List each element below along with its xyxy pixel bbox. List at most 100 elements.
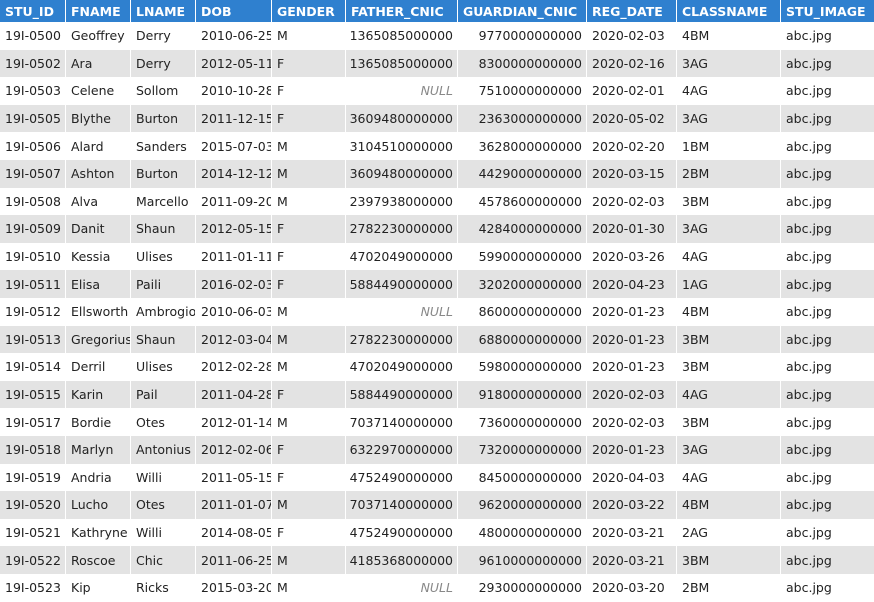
cell-gender[interactable]: M — [272, 353, 346, 381]
cell-stu-image[interactable]: abc.jpg — [781, 380, 874, 409]
cell-guardian-cnic[interactable]: 9770000000000 — [458, 22, 587, 50]
cell-stu-id[interactable]: 19I-0505 — [0, 104, 66, 133]
table-row[interactable]: 19I-0513 Gregorius Shaun 2012-03-04 M 2782230… — [0, 325, 874, 354]
cell-guardian-cnic[interactable]: 9610000000000 — [458, 546, 587, 574]
cell-father-cnic[interactable]: 5884490000000 — [346, 380, 458, 409]
cell-reg-date[interactable]: 2020-01-23 — [587, 353, 677, 381]
column-header-reg-date[interactable]: REG_DATE — [587, 0, 677, 22]
column-header-classname[interactable]: CLASSNAME — [677, 0, 781, 22]
cell-stu-image[interactable]: abc.jpg — [781, 159, 874, 188]
cell-stu-image[interactable]: abc.jpg — [781, 49, 874, 78]
cell-fname[interactable]: Karin — [66, 380, 131, 409]
cell-father-cnic[interactable]: 3609480000000 — [346, 104, 458, 133]
cell-father-cnic[interactable]: 1365085000000 — [346, 22, 458, 50]
cell-lname[interactable]: Ulises — [131, 353, 196, 381]
table-row[interactable]: 19I-0511 Elisa Paili 2016-02-03 F 58844900000… — [0, 270, 874, 298]
cell-dob[interactable]: 2011-09-20 — [196, 187, 272, 216]
cell-guardian-cnic[interactable]: 3628000000000 — [458, 132, 587, 160]
cell-stu-id[interactable]: 19I-0519 — [0, 463, 66, 492]
cell-stu-image[interactable]: abc.jpg — [781, 435, 874, 464]
cell-classname[interactable]: 1BM — [677, 132, 781, 160]
cell-dob[interactable]: 2011-01-07 — [196, 491, 272, 519]
cell-father-cnic[interactable]: 2397938000000 — [346, 187, 458, 216]
cell-stu-id[interactable]: 19I-0506 — [0, 132, 66, 160]
cell-guardian-cnic[interactable]: 6880000000000 — [458, 325, 587, 354]
cell-dob[interactable]: 2016-02-03 — [196, 270, 272, 298]
cell-stu-id[interactable]: 19I-0517 — [0, 408, 66, 436]
cell-lname[interactable]: Otes — [131, 491, 196, 519]
cell-dob[interactable]: 2014-08-05 — [196, 518, 272, 547]
cell-father-cnic[interactable]: 3609480000000 — [346, 159, 458, 188]
cell-gender[interactable]: M — [272, 132, 346, 160]
cell-dob[interactable]: 2010-10-28 — [196, 77, 272, 105]
cell-fname[interactable]: Blythe — [66, 104, 131, 133]
cell-fname[interactable]: Kessia — [66, 242, 131, 271]
cell-lname[interactable]: Willi — [131, 518, 196, 547]
cell-reg-date[interactable]: 2020-02-03 — [587, 408, 677, 436]
cell-dob[interactable]: 2010-06-25 — [196, 22, 272, 50]
cell-fname[interactable]: Marlyn — [66, 435, 131, 464]
column-header-dob[interactable]: DOB — [196, 0, 272, 22]
cell-classname[interactable]: 4AG — [677, 242, 781, 271]
cell-stu-image[interactable]: abc.jpg — [781, 546, 874, 574]
cell-gender[interactable]: M — [272, 573, 346, 602]
cell-lname[interactable]: Marcello — [131, 187, 196, 216]
cell-classname[interactable]: 3AG — [677, 435, 781, 464]
cell-stu-image[interactable]: abc.jpg — [781, 215, 874, 243]
cell-dob[interactable]: 2011-12-15 — [196, 104, 272, 133]
cell-reg-date[interactable]: 2020-01-23 — [587, 325, 677, 354]
cell-guardian-cnic[interactable]: 9180000000000 — [458, 380, 587, 409]
cell-dob[interactable]: 2012-05-11 — [196, 49, 272, 78]
cell-lname[interactable]: Antonius — [131, 435, 196, 464]
cell-stu-id[interactable]: 19I-0523 — [0, 573, 66, 602]
cell-father-cnic[interactable]: 4752490000000 — [346, 463, 458, 492]
cell-stu-image[interactable]: abc.jpg — [781, 408, 874, 436]
cell-classname[interactable]: 3AG — [677, 49, 781, 78]
cell-dob[interactable]: 2014-12-12 — [196, 159, 272, 188]
cell-stu-image[interactable]: abc.jpg — [781, 573, 874, 602]
cell-father-cnic[interactable]: 3104510000000 — [346, 132, 458, 160]
cell-reg-date[interactable]: 2020-02-03 — [587, 22, 677, 50]
cell-fname[interactable]: Kip — [66, 573, 131, 602]
cell-stu-id[interactable]: 19I-0508 — [0, 187, 66, 216]
cell-lname[interactable]: Burton — [131, 159, 196, 188]
cell-stu-id[interactable]: 19I-0510 — [0, 242, 66, 271]
cell-stu-image[interactable]: abc.jpg — [781, 270, 874, 298]
cell-reg-date[interactable]: 2020-04-03 — [587, 463, 677, 492]
cell-lname[interactable]: Chic — [131, 546, 196, 574]
cell-gender[interactable]: F — [272, 104, 346, 133]
cell-lname[interactable]: Pail — [131, 380, 196, 409]
column-header-gender[interactable]: GENDER — [272, 0, 346, 22]
cell-fname[interactable]: Andria — [66, 463, 131, 492]
cell-reg-date[interactable]: 2020-02-03 — [587, 187, 677, 216]
cell-reg-date[interactable]: 2020-01-30 — [587, 215, 677, 243]
cell-guardian-cnic[interactable]: 7510000000000 — [458, 77, 587, 105]
cell-guardian-cnic[interactable]: 4800000000000 — [458, 518, 587, 547]
cell-fname[interactable]: Bordie — [66, 408, 131, 436]
cell-classname[interactable]: 3AG — [677, 104, 781, 133]
cell-guardian-cnic[interactable]: 8600000000000 — [458, 297, 587, 326]
table-row[interactable]: 19I-0505 Blythe Burton 2011-12-15 F 360948000… — [0, 104, 874, 133]
cell-father-cnic[interactable]: 7037140000000 — [346, 408, 458, 436]
cell-guardian-cnic[interactable]: 4578600000000 — [458, 187, 587, 216]
cell-fname[interactable]: Derril — [66, 353, 131, 381]
cell-reg-date[interactable]: 2020-04-23 — [587, 270, 677, 298]
cell-dob[interactable]: 2015-07-03 — [196, 132, 272, 160]
cell-stu-id[interactable]: 19I-0503 — [0, 77, 66, 105]
cell-reg-date[interactable]: 2020-03-21 — [587, 546, 677, 574]
cell-lname[interactable]: Paili — [131, 270, 196, 298]
cell-reg-date[interactable]: 2020-02-03 — [587, 380, 677, 409]
table-row[interactable]: 19I-0514 Derril Ulises 2012-02-28 M 470204900… — [0, 353, 874, 381]
cell-gender[interactable]: F — [272, 270, 346, 298]
cell-classname[interactable]: 3AG — [677, 215, 781, 243]
cell-lname[interactable]: Otes — [131, 408, 196, 436]
cell-guardian-cnic[interactable]: 7360000000000 — [458, 408, 587, 436]
cell-guardian-cnic[interactable]: 4429000000000 — [458, 159, 587, 188]
cell-father-cnic[interactable]: 4702049000000 — [346, 242, 458, 271]
table-row[interactable]: 19I-0500 Geoffrey Derry 2010-06-25 M 13650850… — [0, 22, 874, 50]
cell-gender[interactable]: M — [272, 408, 346, 436]
cell-classname[interactable]: 4AG — [677, 463, 781, 492]
cell-stu-id[interactable]: 19I-0511 — [0, 270, 66, 298]
cell-reg-date[interactable]: 2020-05-02 — [587, 104, 677, 133]
cell-fname[interactable]: Alva — [66, 187, 131, 216]
